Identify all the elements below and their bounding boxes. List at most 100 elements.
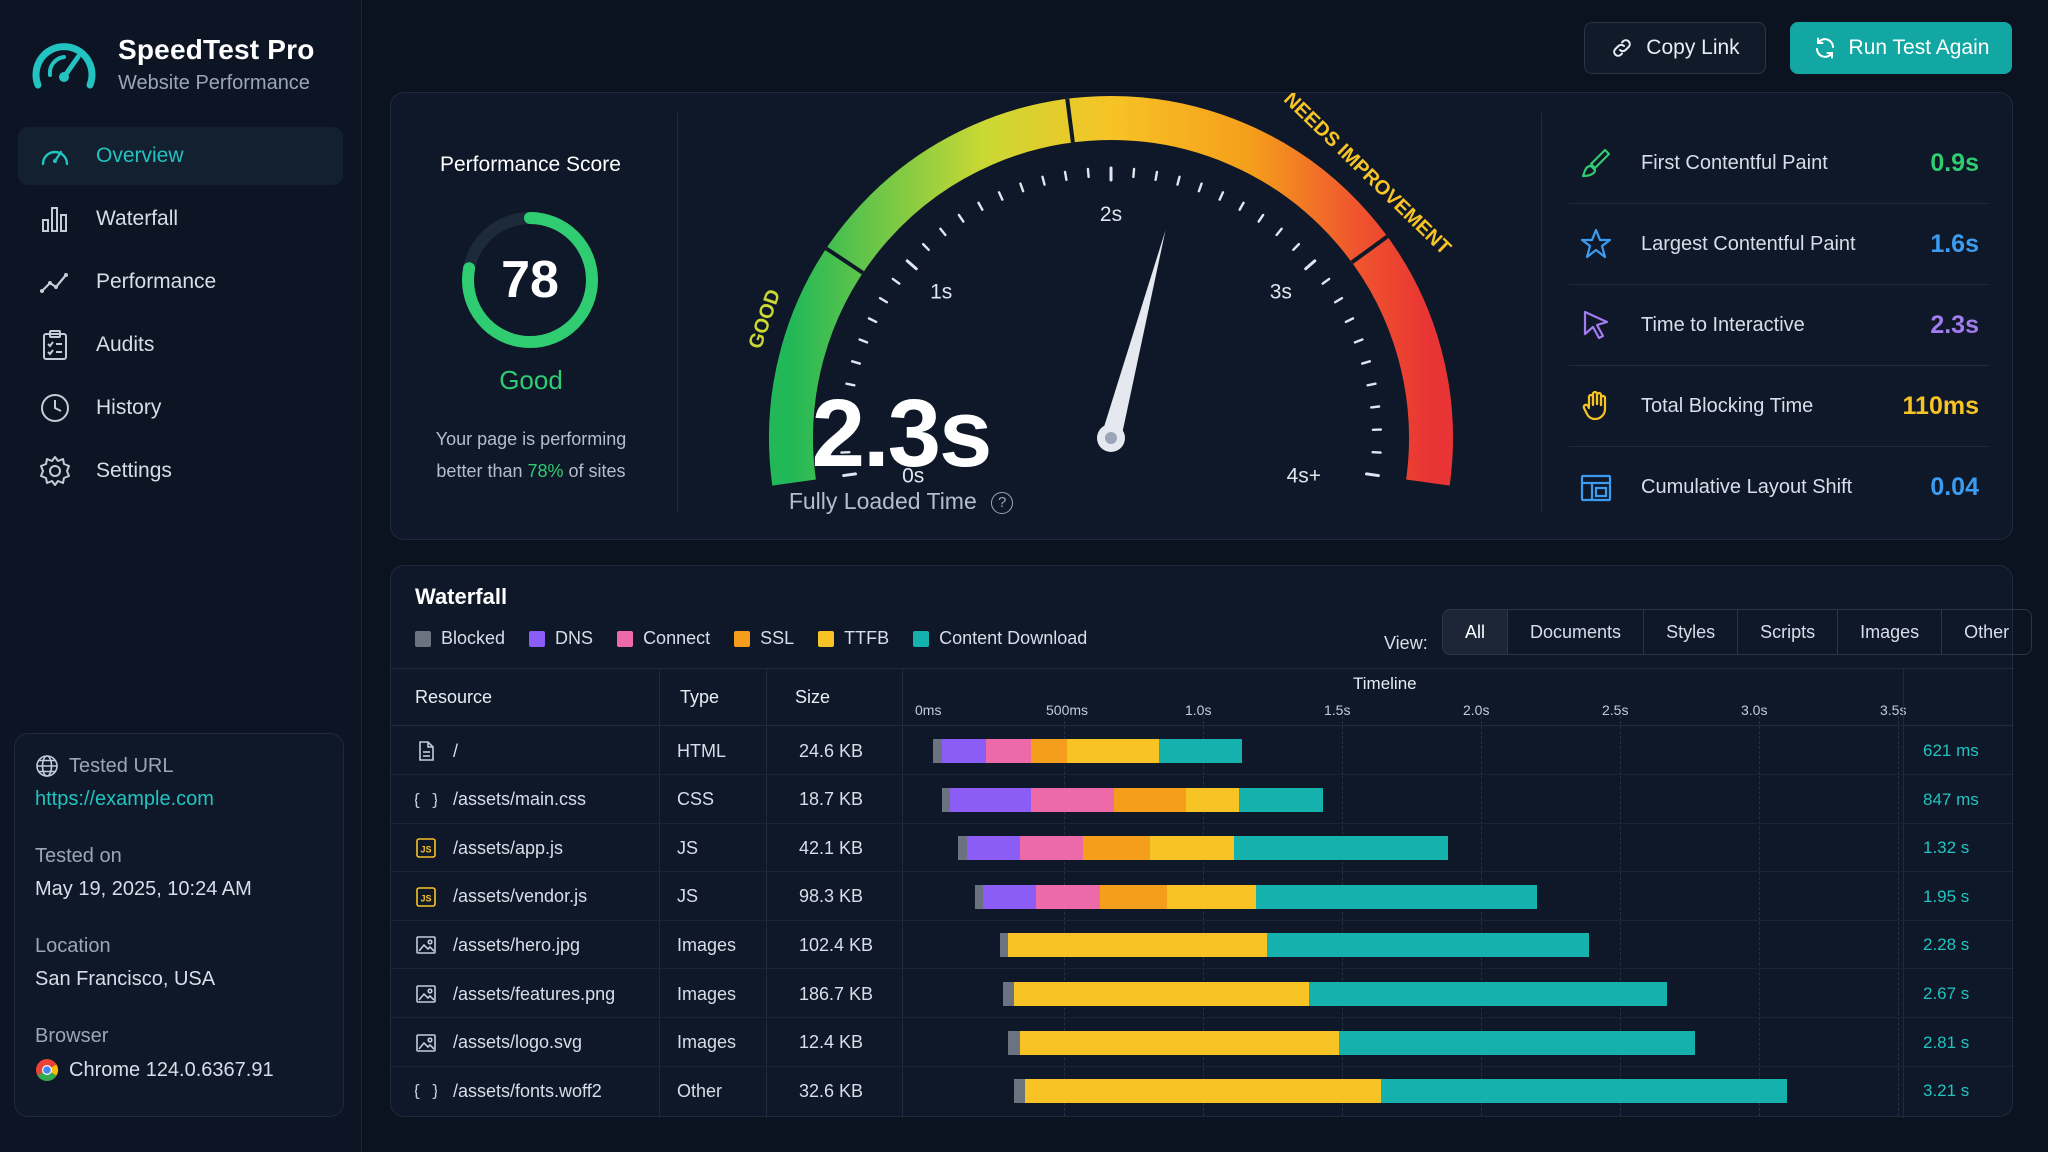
timeline-segment-ttfb[interactable] <box>1066 739 1159 763</box>
timeline-segment-ttfb[interactable] <box>1019 1030 1340 1055</box>
timeline-segment-ttfb[interactable] <box>1025 1079 1381 1104</box>
braces-icon: { } <box>415 1081 437 1100</box>
table-row[interactable]: /assets/features.png Images 186.7 KB 2.67 s <box>391 970 2014 1018</box>
timeline-segment-ttfb[interactable] <box>1008 933 1267 958</box>
column-size[interactable]: Size <box>795 687 831 707</box>
timeline-segment-connect[interactable] <box>1036 884 1101 909</box>
timeline-segment-ssl[interactable] <box>1100 884 1167 909</box>
timeline-segment-ttfb[interactable] <box>1166 884 1256 909</box>
timeline-segment-ssl[interactable] <box>1114 787 1187 812</box>
brand[interactable]: SpeedTest Pro Website Performance <box>30 34 315 95</box>
image-icon <box>416 936 436 955</box>
gauge-zone-divider <box>825 246 865 275</box>
timeline-segment-dns[interactable] <box>966 836 1020 861</box>
timeline-segment-content-download[interactable] <box>1233 836 1448 861</box>
performance-score-description: Your page is performing better than 78% … <box>435 429 627 481</box>
timeline-segment-content-download[interactable] <box>1239 787 1323 812</box>
timeline-segment-ssl[interactable] <box>1030 739 1067 763</box>
panel-divider <box>677 113 678 513</box>
legend-label: Connect <box>643 628 711 648</box>
filter-documents[interactable]: Documents <box>1508 610 1645 654</box>
gauge-tick <box>1257 213 1265 223</box>
timeline-segment-blocked[interactable] <box>941 787 950 812</box>
timeline-segment-blocked[interactable] <box>1013 1079 1026 1104</box>
timeline-segment-blocked[interactable] <box>933 739 942 763</box>
performance-summary-panel: Performance Score 78 Good Your page is p… <box>390 92 2013 541</box>
filter-images[interactable]: Images <box>1838 610 1943 654</box>
sidebar-item-overview[interactable]: Overview <box>18 127 343 185</box>
filter-other[interactable]: Other <box>1964 621 2010 642</box>
resource-cell: { } /assets/fonts.woff2 <box>415 1067 602 1115</box>
timeline-segment-blocked[interactable] <box>1000 933 1009 958</box>
braces-icon: { } <box>415 790 437 809</box>
timeline-segment-ttfb[interactable] <box>1150 836 1234 861</box>
duration-cell: 847 ms <box>1923 789 1979 809</box>
timeline-segment-dns[interactable] <box>941 739 987 763</box>
timeline-segment-blocked[interactable] <box>958 836 967 861</box>
table-row[interactable]: { } /assets/main.css CSS 18.7 KB 847 ms <box>391 776 2014 824</box>
sidebar-item-performance[interactable]: Performance <box>18 253 343 311</box>
filter-all[interactable]: All <box>1443 610 1509 654</box>
timeline-segment-blocked[interactable] <box>1008 1030 1020 1055</box>
timeline-segment-blocked[interactable] <box>1002 982 1014 1006</box>
sidebar-item-waterfall[interactable]: Waterfall <box>18 190 343 248</box>
timeline-tick-label: 2.5s <box>1602 702 1629 718</box>
table-row[interactable]: /assets/hero.jpg Images 102.4 KB 2.28 s <box>391 921 2014 970</box>
resource-name: /assets/features.png <box>453 983 616 1004</box>
timeline-segment-blocked[interactable] <box>975 884 984 909</box>
legend-swatch <box>415 630 431 647</box>
timeline-segment-content-download[interactable] <box>1380 1079 1787 1104</box>
gauge-tick <box>858 338 869 344</box>
timeline-segment-connect[interactable] <box>1019 836 1084 861</box>
filter-scripts[interactable]: Scripts <box>1738 610 1839 654</box>
timeline-segment-content-download[interactable] <box>1255 884 1537 909</box>
legend-item: SSL <box>734 628 794 649</box>
legend-swatch <box>734 630 751 647</box>
timeline-segment-connect[interactable] <box>986 739 1031 763</box>
timeline-segment-content-download[interactable] <box>1308 982 1668 1006</box>
timeline-grid-line <box>1342 716 1343 1116</box>
timeline-segment-content-download[interactable] <box>1158 739 1242 763</box>
sidebar-item-settings[interactable]: Settings <box>18 442 343 500</box>
gauge-tick <box>921 242 930 252</box>
timeline-grid-line <box>1759 716 1760 1116</box>
sidebar-item-history[interactable]: History <box>18 379 343 437</box>
table-row[interactable]: / HTML 24.6 KB 621 ms <box>391 727 2014 775</box>
timeline-segment-ttfb[interactable] <box>1013 982 1309 1006</box>
sidebar-item-audits[interactable]: Audits <box>18 316 343 374</box>
resource-cell: JS/assets/app.js <box>415 824 563 872</box>
table-row[interactable]: /assets/logo.svg Images 12.4 KB 2.81 s <box>391 1019 2014 1067</box>
speedometer-logo-icon <box>32 42 96 88</box>
timeline-segment-content-download[interactable] <box>1266 933 1590 958</box>
help-icon[interactable]: ? <box>991 492 1014 514</box>
timeline-segment-dns[interactable] <box>983 884 1037 909</box>
timeline-segment-connect[interactable] <box>1030 787 1115 812</box>
gear-icon <box>40 456 70 486</box>
timeline-segment-dns[interactable] <box>950 787 1031 812</box>
run-test-again-button[interactable]: Run Test Again <box>1790 22 2012 74</box>
type-cell: Images <box>677 1032 737 1053</box>
gauge-tick-label: 1s <box>930 280 952 303</box>
duration-cell: 621 ms <box>1923 741 1979 760</box>
table-row[interactable]: JS/assets/app.js JS 42.1 KB 1.32 s <box>391 824 2014 873</box>
size-cell: 42.1 KB <box>799 837 864 858</box>
gauge-tick <box>1304 259 1317 271</box>
timeline-segment-ttfb[interactable] <box>1186 787 1240 812</box>
svg-text:JS: JS <box>420 893 431 903</box>
gauge-value: 2.3s <box>811 380 993 487</box>
gauge-tick <box>1218 191 1225 201</box>
gauge-tick <box>997 191 1004 201</box>
table-row[interactable]: JS/assets/vendor.js JS 98.3 KB 1.95 s <box>391 873 2014 921</box>
legend-swatch <box>617 630 634 647</box>
timeline-segment-ssl[interactable] <box>1083 836 1151 861</box>
tested-url-link[interactable]: https://example.com <box>35 788 214 810</box>
column-resource[interactable]: Resource <box>415 687 493 707</box>
filter-styles[interactable]: Styles <box>1644 610 1739 654</box>
column-type[interactable]: Type <box>680 687 720 707</box>
copy-link-button[interactable]: Copy Link <box>1584 22 1766 74</box>
timeline-grid-line <box>1481 716 1482 1116</box>
table-row[interactable]: { } /assets/fonts.woff2 Other 32.6 KB 3.21 s <box>391 1067 2014 1115</box>
timeline-segment-content-download[interactable] <box>1339 1030 1696 1055</box>
chrome-icon <box>36 1059 58 1081</box>
brush-icon <box>1581 148 1611 178</box>
